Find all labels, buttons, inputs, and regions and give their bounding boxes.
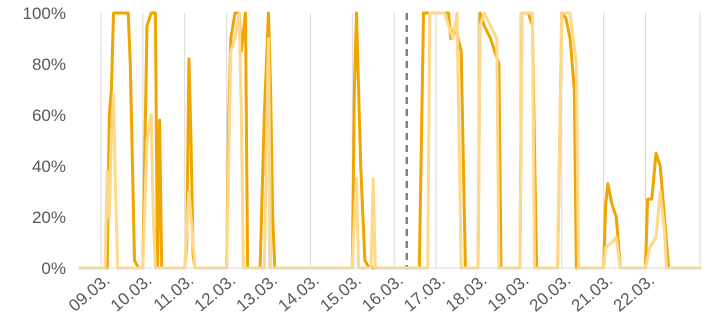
- x-tick-label: 10.03.: [107, 271, 155, 316]
- x-tick-label: 12.03.: [191, 271, 239, 316]
- x-tick-label: 15.03.: [316, 271, 364, 316]
- y-tick-label: 100%: [23, 4, 66, 23]
- y-tick-label: 20%: [32, 208, 66, 227]
- x-tick-label: 21.03.: [568, 271, 616, 316]
- y-tick-label: 80%: [32, 55, 66, 74]
- x-tick-label: 20.03.: [526, 271, 574, 316]
- x-tick-label: 17.03.: [400, 271, 448, 316]
- x-tick-label: 13.03.: [233, 271, 281, 316]
- x-tick-label: 18.03.: [442, 271, 490, 316]
- y-tick-labels: 0% 20% 40% 60% 80% 100%: [23, 4, 66, 278]
- y-tick-label: 40%: [32, 157, 66, 176]
- x-tick-label: 09.03.: [65, 271, 113, 316]
- series-line-1: [78, 11, 702, 270]
- x-tick-label: 16.03.: [358, 271, 406, 316]
- x-tick-label: 19.03.: [484, 271, 532, 316]
- y-tick-label: 60%: [32, 106, 66, 125]
- x-tick-labels: 09.03.10.03.11.03.12.03.13.03.14.03.15.0…: [65, 271, 658, 316]
- series-layer: [78, 11, 702, 270]
- x-tick-label: 11.03.: [150, 271, 197, 315]
- x-tick-label: 14.03.: [275, 271, 323, 316]
- x-tick-label: 22.03.: [610, 271, 658, 316]
- series-line-2: [78, 11, 702, 270]
- y-tick-label: 0%: [41, 259, 66, 278]
